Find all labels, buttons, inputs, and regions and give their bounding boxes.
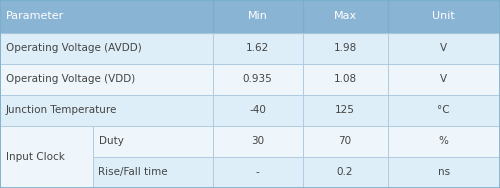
Text: Duty: Duty (98, 136, 124, 146)
Bar (0, 95, 212, 126)
Bar (388, 64, 500, 95)
Bar (0, 95, 212, 126)
Text: 1.08: 1.08 (334, 74, 356, 84)
Bar (92, 157, 212, 188)
Text: 1.98: 1.98 (334, 43, 356, 53)
Text: Junction Temperature: Junction Temperature (6, 105, 117, 115)
Bar (302, 0, 388, 33)
Text: Parameter: Parameter (6, 11, 64, 21)
Text: Rise/Fall time: Rise/Fall time (98, 168, 168, 177)
Text: -40: -40 (249, 105, 266, 115)
Bar (302, 157, 388, 188)
Bar (302, 64, 388, 95)
Bar (388, 0, 500, 33)
Bar (212, 33, 302, 64)
Text: 0.2: 0.2 (337, 168, 353, 177)
Bar (0, 33, 212, 64)
Bar (0, 0, 212, 33)
Text: Unit: Unit (432, 11, 455, 21)
Text: ns: ns (438, 168, 450, 177)
Bar (302, 95, 388, 126)
Bar (212, 126, 302, 157)
Bar (302, 95, 388, 126)
Bar (212, 126, 302, 157)
Bar (388, 95, 500, 126)
Bar (212, 64, 302, 95)
Bar (212, 157, 302, 188)
Bar (92, 126, 212, 157)
Bar (92, 157, 212, 188)
Bar (302, 33, 388, 64)
Bar (302, 157, 388, 188)
Bar (302, 0, 388, 33)
Text: Max: Max (334, 11, 356, 21)
Bar (302, 126, 388, 157)
Bar (212, 33, 302, 64)
Text: -: - (256, 168, 260, 177)
Text: 125: 125 (335, 105, 355, 115)
Text: Operating Voltage (VDD): Operating Voltage (VDD) (6, 74, 135, 84)
Bar (0, 0, 212, 33)
Bar (0, 64, 212, 95)
Bar (388, 95, 500, 126)
Bar (388, 0, 500, 33)
Bar (388, 157, 500, 188)
Bar (0, 64, 212, 95)
Bar (388, 33, 500, 64)
Bar (212, 157, 302, 188)
Text: 0.935: 0.935 (242, 74, 272, 84)
Bar (388, 33, 500, 64)
Bar (212, 64, 302, 95)
Text: °C: °C (438, 105, 450, 115)
Text: Input Clock: Input Clock (6, 152, 65, 162)
Text: V: V (440, 43, 448, 53)
Text: 70: 70 (338, 136, 351, 146)
Bar (388, 126, 500, 157)
Text: Min: Min (248, 11, 268, 21)
Bar (212, 0, 302, 33)
Bar (0, 126, 92, 188)
Bar (212, 95, 302, 126)
Bar (0, 33, 212, 64)
Bar (388, 157, 500, 188)
Bar (0, 126, 92, 188)
Text: 1.62: 1.62 (246, 43, 269, 53)
Bar (92, 126, 212, 157)
Bar (302, 126, 388, 157)
Text: %: % (439, 136, 448, 146)
Text: V: V (440, 74, 448, 84)
Bar (302, 64, 388, 95)
Bar (388, 126, 500, 157)
Text: 30: 30 (251, 136, 264, 146)
Bar (212, 95, 302, 126)
Bar (302, 33, 388, 64)
Text: Operating Voltage (AVDD): Operating Voltage (AVDD) (6, 43, 142, 53)
Bar (388, 64, 500, 95)
Bar (212, 0, 302, 33)
